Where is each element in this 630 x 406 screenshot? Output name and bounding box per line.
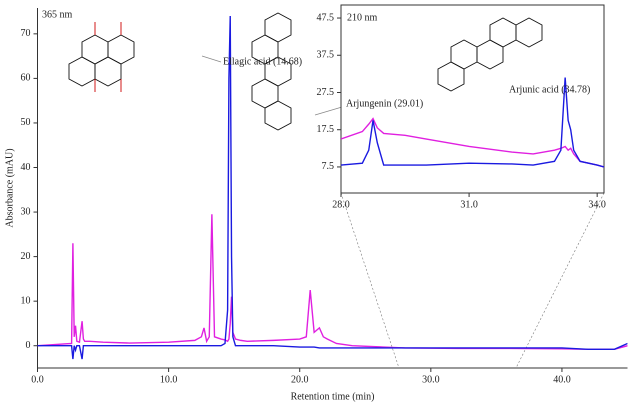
y-tick-label: 17.5 — [317, 124, 335, 135]
series-line — [341, 77, 604, 168]
zoom-guide — [515, 192, 605, 369]
y-axis-title: Absorbance (mAU) — [4, 148, 15, 227]
series-line — [341, 117, 604, 168]
series-line — [37, 16, 628, 360]
y-tick-label: 50 — [21, 117, 31, 128]
y-tick-label: 0 — [26, 340, 31, 351]
y-tick-label: 70 — [21, 28, 31, 39]
x-tick-label: 40.0 — [553, 374, 571, 385]
y-tick-label: 37.5 — [317, 50, 335, 61]
y-tick-label: 27.5 — [317, 87, 335, 98]
annotation: 210 nm — [347, 12, 378, 23]
inset-frame — [340, 4, 605, 194]
main-chart: 0 10 20 30 40 50 60 70 0.0 10.0 20.0 30.0 40.0 Retent… — [4, 8, 628, 402]
x-tick-label: 34.0 — [588, 199, 606, 210]
y-tick-label: 60 — [21, 73, 31, 84]
arjungenin-structure — [251, 12, 292, 131]
annotation: Ellagic acid (14.68) — [223, 56, 302, 67]
annotation: Arjungenin (29.01) — [346, 98, 423, 109]
annotation: 365 nm — [42, 9, 73, 20]
x-tick-label: 20.0 — [291, 374, 309, 385]
series-line — [37, 214, 628, 350]
x-axis-title: Retention time (min) — [291, 391, 375, 402]
annotation: Arjunic acid (34.78) — [509, 84, 590, 95]
ellagic-structure — [68, 22, 135, 92]
x-tick-label: 30.0 — [422, 374, 440, 385]
y-tick-label: 40 — [21, 162, 31, 173]
arjunic-structure — [437, 17, 543, 92]
y-tick-label: 20 — [21, 251, 31, 262]
x-tick-label: 31.0 — [460, 199, 478, 210]
y-tick-label: 10 — [21, 295, 31, 306]
inset-chart: 7.5 17.5 27.5 37.5 47.5 28.0 31.0 34.0 210 nm Arj… — [317, 4, 606, 210]
y-tick-label: 30 — [21, 206, 31, 217]
x-tick-label: 10.0 — [160, 374, 178, 385]
y-tick-label: 47.5 — [317, 12, 335, 23]
zoom-guide — [340, 192, 400, 369]
x-tick-label: 28.0 — [332, 199, 350, 210]
annotation-arrow — [314, 106, 343, 116]
annotation-arrow — [201, 55, 222, 63]
y-tick-label: 7.5 — [322, 161, 335, 172]
x-tick-label: 0.0 — [31, 374, 44, 385]
